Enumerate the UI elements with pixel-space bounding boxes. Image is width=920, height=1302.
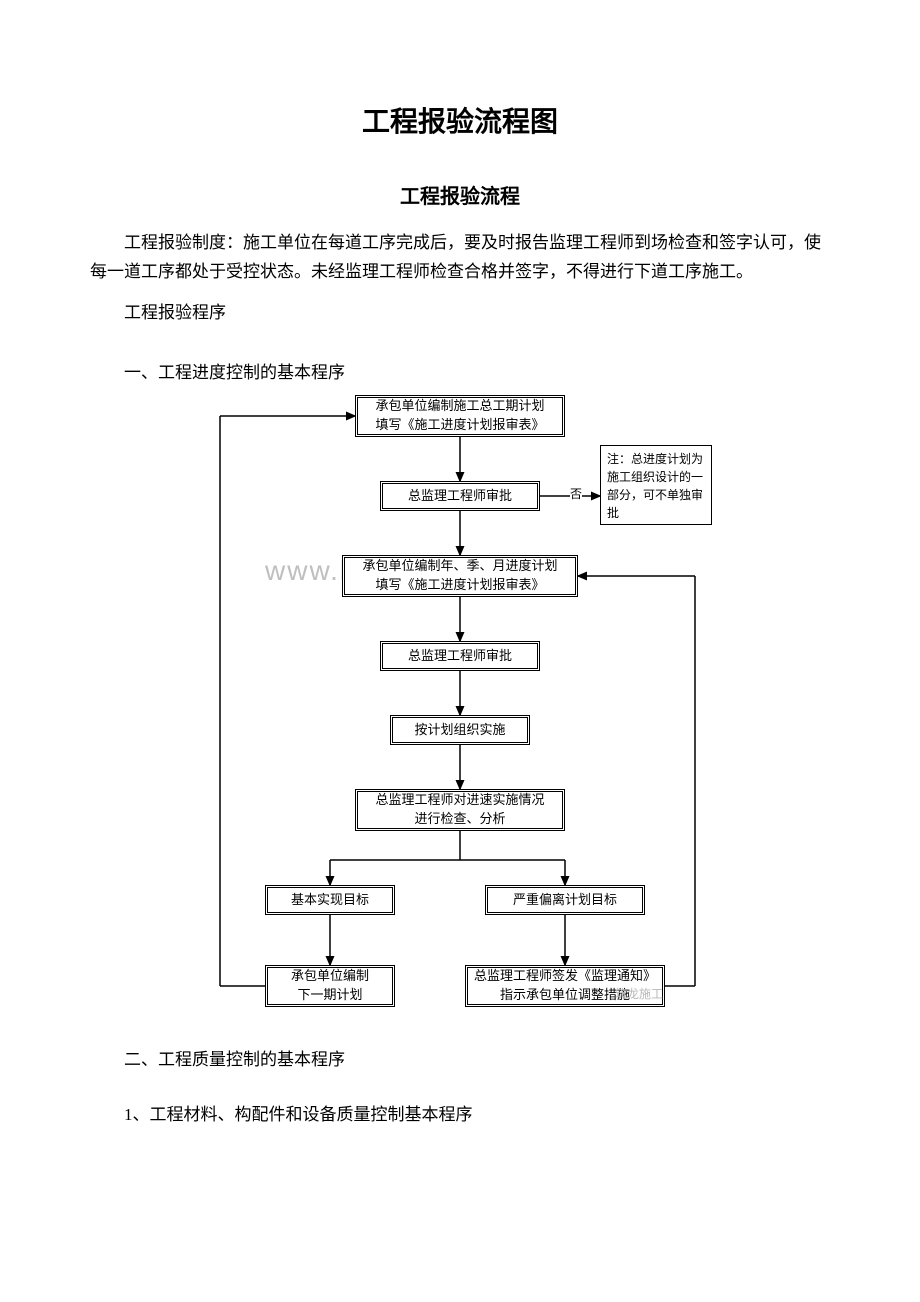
node-n1: 承包单位编制施工总工期计划填写《施工进度计划报审表》 <box>355 395 565 437</box>
section-2-sub-1: 1、工程材料、构配件和设备质量控制基本程序 <box>90 1100 830 1125</box>
node-n4: 总监理工程师审批 <box>380 641 540 671</box>
node-n6: 总监理工程师对进速实施情况进行检查、分析 <box>355 789 565 831</box>
edge-label-no: 否 <box>570 485 582 502</box>
page-title: 工程报验流程图 <box>90 100 830 140</box>
node-n8: 严重偏离计划目标 <box>485 885 645 915</box>
program-label: 工程报验程序 <box>90 299 830 328</box>
node-n3: 承包单位编制年、季、月进度计划填写《施工进度计划报审表》 <box>342 555 578 597</box>
section-1-heading: 一、工程进度控制的基本程序 <box>90 358 830 383</box>
node-n5: 按计划组织实施 <box>390 715 530 745</box>
node-n10: 总监理工程师签发《监理通知》指示承包单位调整措施 <box>465 965 665 1007</box>
node-n7: 基本实现目标 <box>265 885 395 915</box>
intro-paragraph: 工程报验制度：施工单位在每道工序完成后，要及时报告监理工程师到场检查和签字认可，… <box>90 229 830 287</box>
page-subtitle: 工程报验流程 <box>90 180 830 209</box>
section-2-heading: 二、工程质量控制的基本程序 <box>90 1045 830 1070</box>
node-note: 注：总进度计划为施工组织设计的一部分，可不单独审批 <box>600 445 712 525</box>
node-n2: 总监理工程师审批 <box>380 481 540 511</box>
node-n9: 承包单位编制下一期计划 <box>265 965 395 1007</box>
flowchart: www.bdocx.com <box>205 395 715 1015</box>
